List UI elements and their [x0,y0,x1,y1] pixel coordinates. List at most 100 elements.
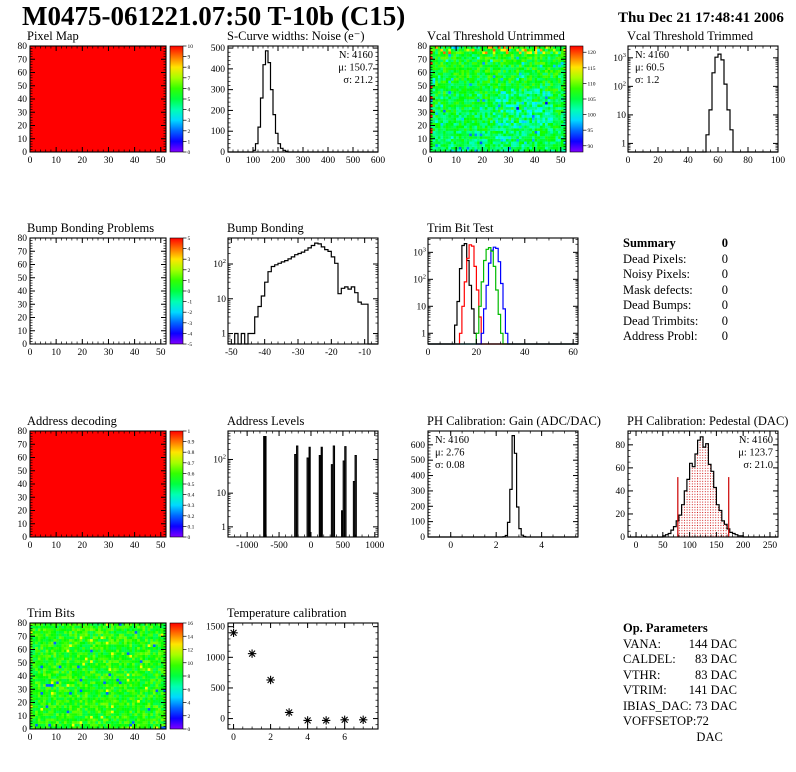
svg-text:400: 400 [411,472,426,482]
plot-ph-pedestal: PH Calibration: Pedestal (DAC) 0 50 100 150… [600,415,796,573]
svg-text:0: 0 [188,150,191,156]
trim-bit-test-canvas: 0 20 40 60 1 10 102 103 [413,237,579,358]
svg-text:1: 1 [621,139,626,149]
svg-text:60: 60 [713,156,723,166]
svg-text:30: 30 [104,348,114,358]
svg-text:105: 105 [588,97,597,103]
svg-text:3: 3 [188,257,191,263]
svg-text:40: 40 [130,156,140,166]
svg-text:20: 20 [478,156,488,166]
svg-text:60: 60 [418,69,428,79]
svg-text:102: 102 [413,273,426,285]
svg-text:60: 60 [18,261,28,271]
plot-bump-problems: Bump Bonding Problems 0 10 20 30 40 50 0 10 20 30… [0,222,200,380]
svg-text:102: 102 [213,453,226,465]
plot-title: PH Calibration: Gain (ADC/DAC) [427,414,601,428]
svg-text:200: 200 [271,156,286,166]
svg-text:-1: -1 [188,300,193,306]
pixel-map-canvas: 0 10 20 30 40 50 0 10 20 30 40 50 60 70 80 0 1 2 3 4 5 6 7 8 9 10 [18,42,194,166]
svg-text:120: 120 [588,50,597,56]
report-date: Thu Dec 21 17:48:41 2006 [618,10,784,26]
svg-text:100: 100 [246,156,261,166]
ph-pedestal-canvas: 0 50 100 150 200 250 0 20 40 60 80 N: 4160 μ: 123.7σ… [616,430,779,551]
svg-text:40: 40 [418,95,428,105]
svg-text:50: 50 [156,348,166,358]
svg-text:400: 400 [321,156,336,166]
svg-text:80: 80 [18,42,28,52]
svg-text:40: 40 [530,156,540,166]
svg-text:8: 8 [188,65,191,71]
svg-text:0.1: 0.1 [188,524,195,530]
svg-text:2: 2 [188,129,191,135]
svg-text:40: 40 [616,487,626,497]
table-row: Dead Bumps: 0 [623,298,728,312]
svg-text:0.9: 0.9 [188,440,195,446]
svg-text:0: 0 [226,156,231,166]
plot-address-levels: Address Levels -1000 -500 0 500 1000 1 10 102 [200,415,400,573]
svg-text:20: 20 [18,507,28,517]
svg-text:10: 10 [18,135,28,145]
svg-text:-10: -10 [358,348,371,358]
svg-text:10: 10 [217,489,227,499]
svg-text:600: 600 [411,441,426,451]
svg-text:10: 10 [51,541,61,551]
table-row: Noisy Pixels: 0 [623,267,728,281]
svg-text:0: 0 [28,348,33,358]
table-row: VTHR: 83 DAC [623,667,737,682]
summary-rows: Dead Pixels: 0 Noisy Pixels: 0 Mask defects:… [623,252,728,345]
table-row: IBIAS_DAC: 73 DAC [623,698,737,713]
svg-text:0.5: 0.5 [188,482,195,488]
svg-text:110: 110 [588,81,596,87]
svg-text:0: 0 [428,156,433,166]
svg-text:80: 80 [743,156,753,166]
plot-title: PH Calibration: Pedestal (DAC) [627,414,789,428]
op-parameters-title: Op. Parameters [623,621,708,635]
plot-title: Vcal Threshold Trimmed [627,29,754,43]
svg-text:0: 0 [220,148,225,158]
svg-text:0.3: 0.3 [188,503,195,509]
svg-text:100: 100 [771,156,786,166]
bump-bonding-canvas: -50 -40 -30 -20 -10 1 10 102 [213,237,379,358]
svg-text:0: 0 [28,156,33,166]
summary-block: Summary 0 Dead Pixels: 0 Noisy Pixels: 0 Mas… [600,222,728,345]
svg-text:50: 50 [556,156,566,166]
plot-title: S-Curve widths: Noise (e⁻) [227,29,365,43]
svg-text:0: 0 [634,541,639,551]
svg-text:0.2: 0.2 [188,514,195,520]
svg-text:1000: 1000 [365,541,384,551]
svg-text:30: 30 [104,541,114,551]
bump-problems-canvas: 0 10 20 30 40 50 0 10 20 30 40 50 60 70 80 -5 -4 -3 -2 -1 0 1… [18,234,193,358]
svg-text:30: 30 [18,493,28,503]
svg-text:30: 30 [418,108,428,118]
svg-text:1: 1 [188,278,191,284]
plot-title: Address Levels [227,414,305,428]
svg-text:20: 20 [418,122,428,132]
svg-text:20: 20 [472,348,482,358]
svg-text:30: 30 [18,108,28,118]
svg-text:1: 1 [421,329,426,339]
svg-text:2: 2 [188,268,191,274]
svg-text:400: 400 [211,65,226,75]
svg-text:500: 500 [211,44,226,54]
svg-text:N: 4160: N: 4160 [435,435,469,446]
svg-text:0: 0 [22,340,27,350]
svg-text:1: 1 [221,523,226,533]
plot-title: Bump Bonding [227,221,304,235]
svg-text:30: 30 [504,156,514,166]
plot-vcal-trimmed: Vcal Threshold Trimmed 0 20 40 60 80 100 1 10 10… [600,30,796,188]
svg-text:0: 0 [420,533,425,543]
svg-text:10: 10 [51,348,61,358]
svg-text:5: 5 [188,97,191,103]
svg-text:-4: -4 [188,331,193,337]
svg-text:0.6: 0.6 [188,471,195,477]
svg-text:-40: -40 [258,348,271,358]
plot-ph-gain: PH Calibration: Gain (ADC/DAC) 0 2 4 0 100 20… [400,414,601,573]
svg-text:60: 60 [18,454,28,464]
svg-text:70: 70 [18,440,28,450]
svg-text:4: 4 [539,541,544,551]
svg-text:μ: 150.7: μ: 150.7 [338,63,373,74]
svg-text:300: 300 [411,487,426,497]
svg-text:80: 80 [616,441,626,451]
plot-title: Trim Bits [27,606,75,620]
